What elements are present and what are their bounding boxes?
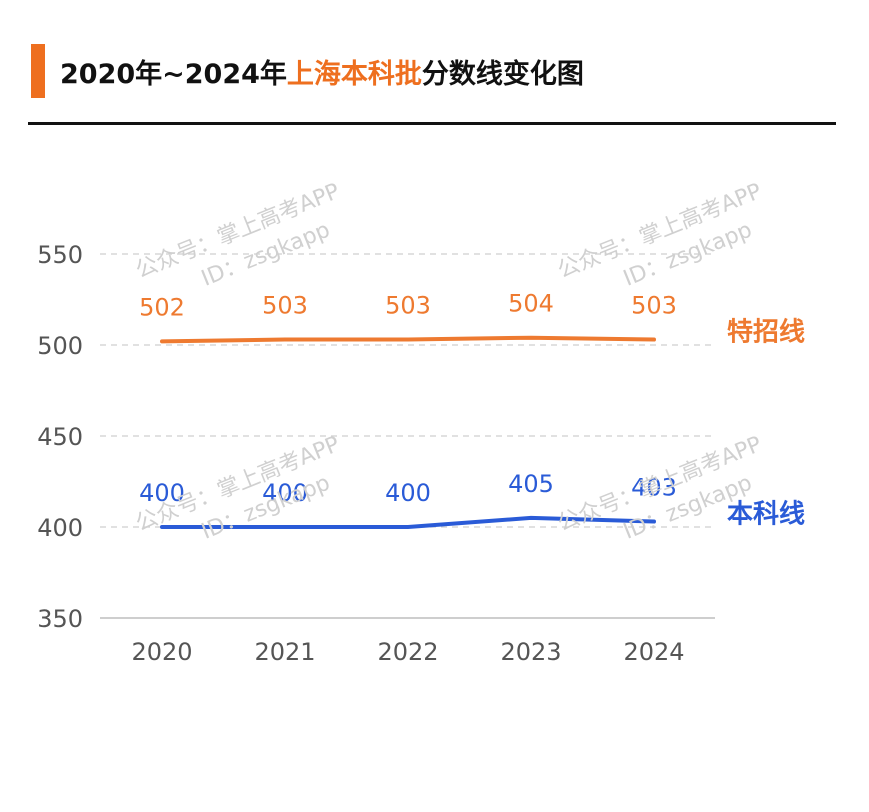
series-name-label: 本科线 — [727, 500, 805, 530]
y-tick-label: 350 — [37, 605, 83, 633]
series-name-label: 特招线 — [727, 317, 805, 348]
y-tick-label: 450 — [37, 423, 83, 451]
y-tick-label: 550 — [37, 241, 83, 269]
title-prefix: 2020年~2024年 — [60, 59, 287, 90]
x-tick-label: 2023 — [500, 638, 561, 666]
data-label: 503 — [385, 292, 431, 320]
data-label: 405 — [508, 470, 554, 498]
y-tick-label: 400 — [37, 514, 83, 542]
chart-title: 2020年~2024年上海本科批分数线变化图 — [60, 52, 584, 91]
x-tick-label: 2024 — [623, 638, 684, 666]
data-label: 502 — [139, 293, 185, 321]
data-label: 400 — [262, 479, 308, 507]
data-label: 400 — [385, 479, 431, 507]
x-tick-label: 2021 — [254, 638, 315, 666]
data-label: 503 — [631, 292, 677, 320]
x-tick-label: 2022 — [377, 638, 438, 666]
data-label: 503 — [262, 292, 308, 320]
data-label: 403 — [631, 474, 677, 502]
data-label: 400 — [139, 479, 185, 507]
title-accent-bar — [31, 44, 45, 98]
data-label: 504 — [508, 290, 554, 318]
title-suffix: 分数线变化图 — [421, 59, 584, 90]
title-highlight: 上海本科批 — [286, 59, 422, 90]
x-tick-label: 2020 — [131, 638, 192, 666]
y-tick-label: 500 — [37, 332, 83, 360]
title-divider — [28, 122, 836, 125]
